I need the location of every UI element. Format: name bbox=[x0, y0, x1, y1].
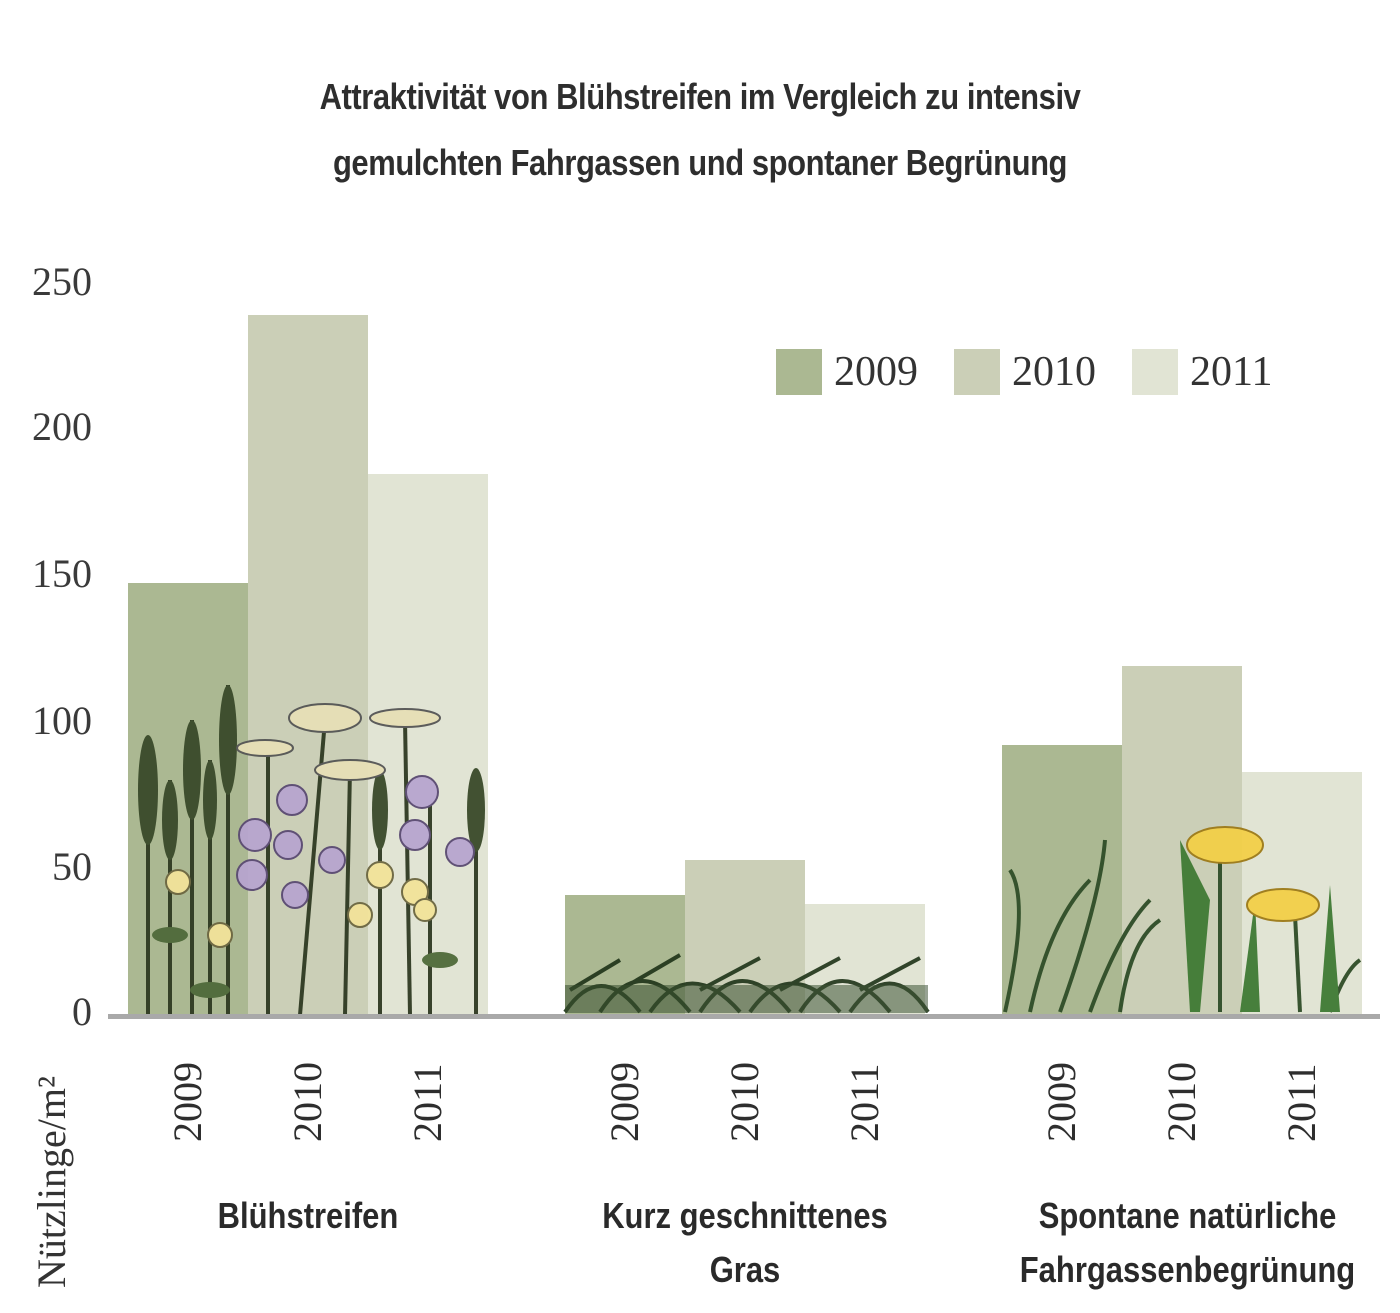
y-tick-150: 150 bbox=[32, 551, 92, 596]
bar-2-2009 bbox=[1002, 745, 1122, 1016]
y-tick-250: 250 bbox=[32, 259, 92, 304]
legend-item-2010: 2010 bbox=[954, 348, 1096, 396]
group-label-spontane-line-1: Spontane natürliche bbox=[1038, 1195, 1337, 1236]
legend-item-2011: 2011 bbox=[1132, 348, 1272, 396]
group-label-spontane-line-2: Fahrgassenbegrünung bbox=[1019, 1249, 1356, 1290]
y-tick-100: 100 bbox=[32, 698, 92, 743]
legend-item-2009: 2009 bbox=[776, 348, 918, 396]
wildflower-illustration bbox=[138, 685, 485, 1016]
y-tick-0: 0 bbox=[72, 989, 92, 1034]
group-label-bluehstreifen: Blühstreifen bbox=[217, 1195, 399, 1236]
chart-title-line-1: Attraktivität von Blühstreifen im Vergle… bbox=[319, 76, 1081, 117]
short-grass-illustration bbox=[563, 953, 930, 1014]
x-tick-label-2-2009: 2009 bbox=[1039, 1062, 1084, 1142]
legend-swatch-2009 bbox=[776, 349, 822, 395]
x-tick-label-1-2011: 2011 bbox=[842, 1063, 887, 1142]
x-tick-label-1-2010: 2010 bbox=[722, 1062, 767, 1142]
group-label-kurz-gras-line-1: Kurz geschnittenes bbox=[602, 1195, 888, 1236]
group-label-kurz-gras-line-2: Gras bbox=[709, 1249, 781, 1290]
chart-title-line-2: gemulchten Fahrgassen und spontaner Begr… bbox=[332, 142, 1068, 183]
x-tick-label-2-2011: 2011 bbox=[1279, 1063, 1324, 1142]
grass-and-dandelion-illustration bbox=[1003, 826, 1362, 1013]
x-tick-label-0-2010: 2010 bbox=[285, 1062, 330, 1142]
x-tick-label-0-2011: 2011 bbox=[405, 1063, 450, 1142]
y-tick-50: 50 bbox=[52, 844, 92, 889]
y-tick-200: 200 bbox=[32, 404, 92, 449]
legend-swatch-2011 bbox=[1132, 349, 1178, 395]
x-tick-label-1-2009: 2009 bbox=[602, 1062, 647, 1142]
legend-label-2010: 2010 bbox=[1012, 349, 1096, 395]
bar-1-2010 bbox=[685, 859, 805, 1016]
legend: 2009 2010 2011 bbox=[776, 348, 1308, 396]
legend-label-2011: 2011 bbox=[1190, 349, 1273, 395]
x-tick-label-2-2010: 2010 bbox=[1159, 1062, 1204, 1142]
x-tick-label-0-2009: 2009 bbox=[165, 1062, 210, 1142]
legend-label-2009: 2009 bbox=[834, 349, 918, 395]
x-axis-line bbox=[108, 1014, 1380, 1019]
legend-swatch-2010 bbox=[954, 349, 1000, 395]
